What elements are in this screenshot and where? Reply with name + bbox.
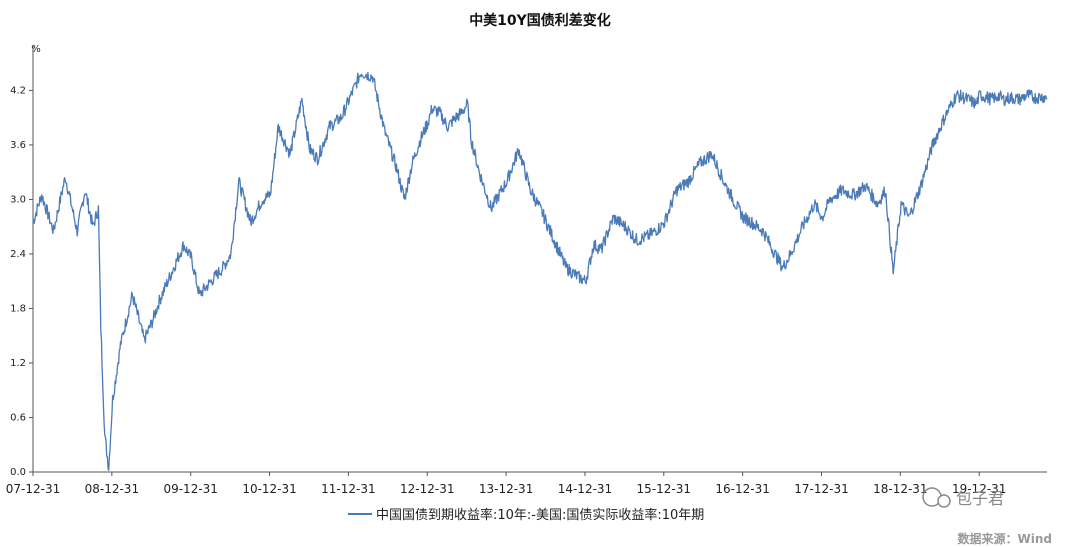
x-tick-label: 07-12-31 <box>6 482 60 496</box>
x-tick-label: 11-12-31 <box>321 482 375 496</box>
wechat-icon-secondary <box>937 494 951 508</box>
y-tick-label: 3.0 <box>10 194 26 205</box>
x-tick-label: 12-12-31 <box>400 482 454 496</box>
legend: 中国国债到期收益率:10年:-美国:国债实际收益率:10年期 <box>348 507 704 523</box>
watermark-badge: 包子君 <box>922 487 1004 508</box>
y-tick-label: 3.6 <box>10 140 26 151</box>
x-tick-label: 18-12-31 <box>873 482 927 496</box>
x-tick-label: 08-12-31 <box>85 482 139 496</box>
y-axis: 0.0 0.6 1.2 1.8 2.4 3.0 3.6 4.2 <box>10 45 34 478</box>
source-note: 数据来源：Wind <box>958 531 1052 546</box>
y-tick-label: 0.6 <box>10 412 26 423</box>
y-axis-unit: % <box>31 44 41 55</box>
x-tick-label: 19-12-31 <box>952 482 1006 496</box>
x-tick-label: 09-12-31 <box>163 482 217 496</box>
x-tick-label: 10-12-31 <box>242 482 296 496</box>
plot-area <box>32 71 1048 471</box>
x-tick-label: 13-12-31 <box>479 482 533 496</box>
x-tick-label: 17-12-31 <box>794 482 848 496</box>
x-tick-label: 14-12-31 <box>558 482 612 496</box>
y-tick-label: 1.8 <box>10 303 26 314</box>
y-tick-label: 4.2 <box>10 85 26 96</box>
chart-title: 中美10Y国债利差变化 <box>469 12 611 29</box>
x-tick-label: 15-12-31 <box>637 482 691 496</box>
y-tick-label: 0.0 <box>10 467 26 478</box>
series-line <box>32 71 1048 471</box>
y-tick-label: 1.2 <box>10 358 26 369</box>
y-tick-label: 2.4 <box>10 249 26 260</box>
x-axis: 07-12-31 08-12-31 09-12-31 10-12-31 11-12-31… <box>6 471 1047 496</box>
x-tick-label: 16-12-31 <box>715 482 769 496</box>
watermark-text: 包子君 <box>956 489 1004 508</box>
legend-label: 中国国债到期收益率:10年:-美国:国债实际收益率:10年期 <box>376 507 704 523</box>
